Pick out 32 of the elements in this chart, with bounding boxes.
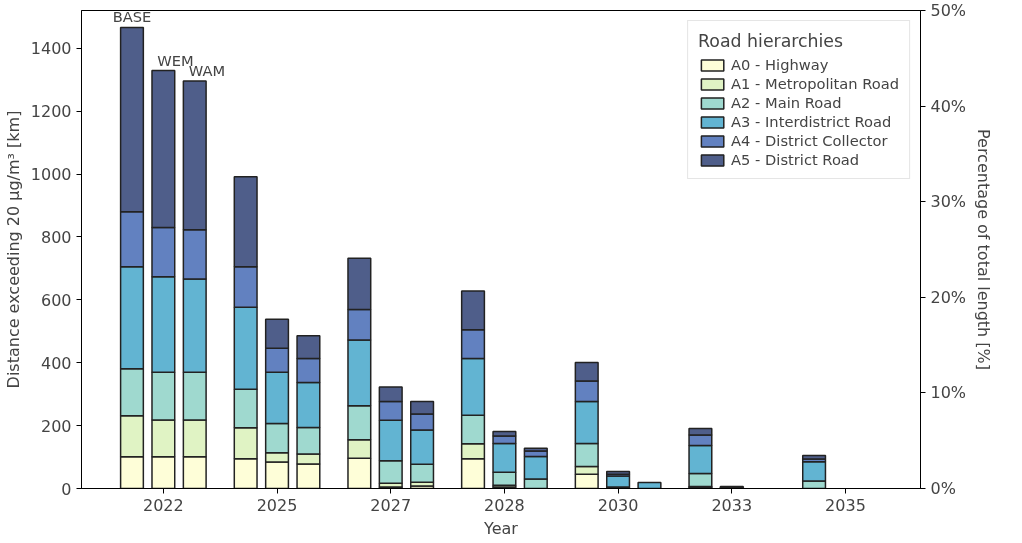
annotation: BASE (112, 8, 152, 26)
legend-label: A5 - District Road (731, 151, 860, 168)
legend-label: A1 - Metropolitan Road (731, 75, 899, 92)
x-tick-label: 2035 (825, 495, 866, 515)
legend-label: A3 - Interdistrict Road (731, 113, 892, 130)
x-tick-label: 2027 (370, 495, 412, 515)
y-tick-label: 1200 (30, 102, 72, 122)
x-tick-label: 2030 (597, 495, 639, 515)
y2-tick-label: 30% (930, 192, 967, 212)
y2-tick-label: 20% (930, 287, 967, 307)
y-tick-label: 200 (40, 416, 72, 436)
y-axis-title: Distance exceeding 20 μg/m³ [km] (3, 110, 23, 389)
legend-title: Road hierarchies (698, 31, 845, 51)
y2-tick-label: 40% (930, 96, 967, 116)
y-tick-label: 1000 (30, 165, 72, 185)
legend-label: A0 - Highway (731, 56, 829, 73)
y2-tick-label: 50% (930, 1, 967, 20)
y2-tick-label: 10% (930, 383, 967, 403)
y-tick-label: 400 (40, 353, 72, 373)
y-tick-label: 600 (40, 290, 72, 310)
x-axis-title: Year (483, 518, 519, 538)
x-tick-label: 2022 (142, 495, 184, 515)
y-tick-label: 1400 (30, 39, 72, 59)
y-tick-label: 0 (61, 479, 72, 499)
y2-axis-title: Percentage of total length [%] (974, 128, 994, 371)
legend-label: A2 - Main Road (731, 94, 842, 111)
x-tick-label: 2028 (484, 495, 525, 515)
y2-tick-label: 0% (930, 479, 956, 498)
legend-label: A4 - District Collector (731, 132, 888, 149)
y-tick-label: 800 (40, 227, 72, 247)
x-tick-label: 2025 (256, 495, 298, 515)
x-tick-label: 2033 (711, 495, 753, 515)
